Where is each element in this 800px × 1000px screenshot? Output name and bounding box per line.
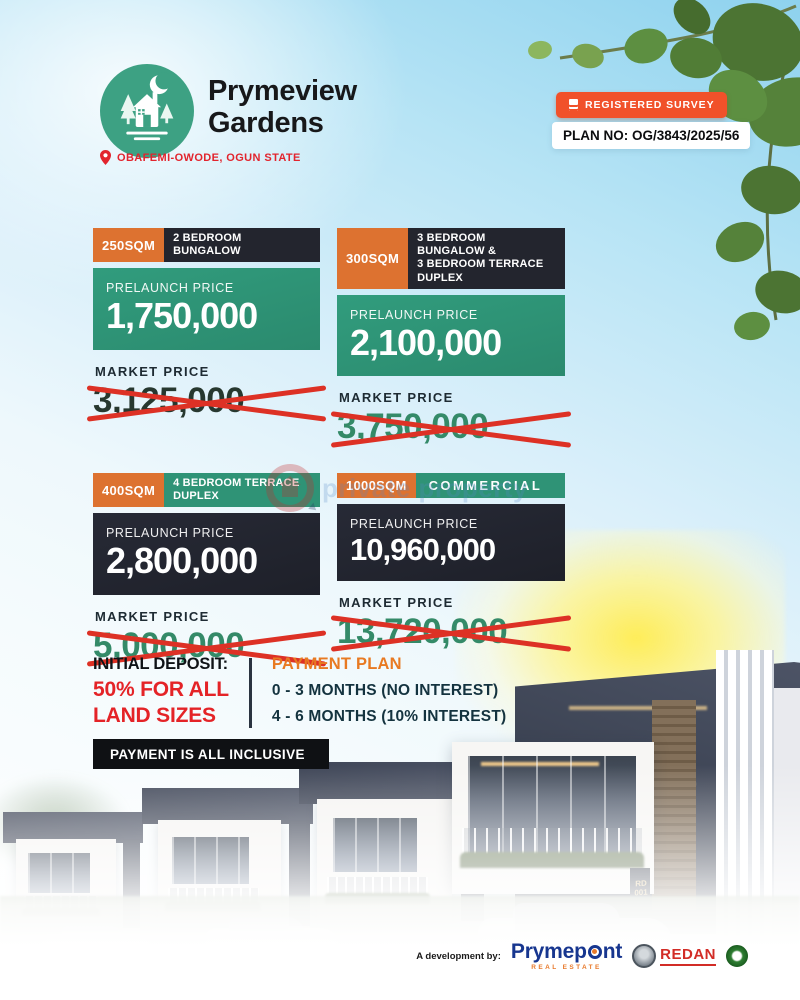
redan-logo: REDAN: [632, 944, 716, 968]
deposit-value: 50% FOR ALL LAND SIZES: [93, 677, 229, 728]
brand-name: Prymeview Gardens: [208, 75, 357, 140]
plan-number-badge: PLAN NO: OG/3843/2025/56: [552, 122, 751, 149]
plot-type-line: 3 BEDROOM BUNGALOW &: [417, 232, 497, 258]
roof-light: [569, 705, 707, 710]
prelaunch-price: 2,100,000: [350, 321, 502, 363]
plot-type-line: 2 BEDROOM BUNGALOW: [173, 232, 242, 258]
map-pin-icon: [100, 150, 111, 165]
market-price-label: MARKET PRICE: [95, 364, 210, 380]
offer-card-400sqm: 400SQM 4 BEDROOM TERRACE DUPLEX PRELAUNC…: [86, 472, 327, 666]
pricing-cards: 250SQM 2 BEDROOM BUNGALOW PRELAUNCH PRIC…: [86, 228, 572, 666]
offer-card-250sqm: 250SQM 2 BEDROOM BUNGALOW PRELAUNCH PRIC…: [86, 228, 327, 421]
prelaunch-price-box: PRELAUNCH PRICE 10,960,000: [337, 503, 565, 581]
prelaunch-label: PRELAUNCH PRICE: [106, 281, 234, 296]
document-icon: [569, 99, 578, 111]
market-price-struck: 13,720,000: [330, 612, 572, 652]
prymeview-logo: [100, 64, 194, 158]
payment-terms: INITIAL DEPOSIT: 50% FOR ALL LAND SIZES …: [93, 655, 506, 728]
prelaunch-price: 10,960,000: [350, 531, 496, 567]
card-header: 400SQM 4 BEDROOM TERRACE DUPLEX: [93, 472, 320, 508]
plot-size-tag: 300SQM: [337, 228, 409, 289]
prymepont-name-part: Prymep: [510, 940, 587, 963]
plot-type-line: 4 BEDROOM TERRACE DUPLEX: [173, 476, 300, 503]
registered-survey-label: REGISTERED SURVEY: [585, 99, 715, 111]
deposit-label: INITIAL DEPOSIT:: [93, 655, 228, 673]
prelaunch-label: PRELAUNCH PRICE: [350, 516, 478, 531]
deposit-line: 50% FOR ALL: [93, 678, 229, 701]
prelaunch-label: PRELAUNCH PRICE: [350, 307, 478, 322]
offer-card-1000sqm: 1000SQM COMMERCIAL PRELAUNCH PRICE 10,96…: [330, 472, 572, 652]
payment-plan-title: PAYMENT PLAN: [271, 655, 402, 673]
market-price-label: MARKET PRICE: [339, 594, 454, 610]
vertical-divider: [248, 658, 252, 728]
location-pin-o-icon: [587, 944, 602, 959]
payment-plan-option: 0 - 3 MONTHS (NO INTEREST): [271, 682, 499, 699]
prymepont-name-part: nt: [602, 940, 623, 963]
market-price-struck: 3,750,000: [330, 408, 572, 448]
prelaunch-price-box: PRELAUNCH PRICE 1,750,000: [93, 268, 320, 351]
plot-size-tag: 250SQM: [93, 228, 165, 263]
redan-name: REDAN: [660, 946, 716, 966]
bottom-white-fade: [0, 765, 800, 1000]
plot-type-tag: 2 BEDROOM BUNGALOW: [164, 228, 320, 263]
offer-card-300sqm: 300SQM 3 BEDROOM BUNGALOW & 3 BEDROOM TER…: [330, 228, 572, 448]
payment-plan-option: 4 - 6 MONTHS (10% INTEREST): [271, 708, 507, 725]
plot-type-tag: COMMERCIAL: [415, 472, 565, 498]
deposit-line: LAND SIZES: [93, 703, 216, 727]
plot-size-tag: 1000SQM: [337, 472, 416, 498]
brand-line: Gardens: [208, 106, 324, 139]
card-header: 250SQM 2 BEDROOM BUNGALOW: [93, 228, 320, 263]
development-by-label: A development by:: [416, 950, 501, 962]
prelaunch-price: 1,750,000: [106, 295, 258, 337]
plot-type-line: COMMERCIAL: [428, 477, 543, 493]
prelaunch-price: 2,800,000: [106, 540, 258, 582]
association-seal-icon: [726, 945, 748, 967]
prymepont-name: Prymep nt: [511, 941, 622, 962]
location-row: OBAFEMI-OWODE, OGUN STATE: [100, 150, 301, 165]
registered-survey-badge: REGISTERED SURVEY: [556, 92, 728, 118]
redan-seal-icon: [632, 944, 657, 968]
initial-deposit-block: INITIAL DEPOSIT: 50% FOR ALL LAND SIZES: [93, 655, 229, 728]
card-header: 300SQM 3 BEDROOM BUNGALOW & 3 BEDROOM TER…: [337, 228, 565, 289]
brand-line: Prymeview: [208, 75, 357, 107]
payment-inclusive-bar: PAYMENT IS ALL INCLUSIVE: [93, 739, 329, 769]
plot-type-line: 3 BEDROOM TERRACE DUPLEX: [417, 258, 544, 284]
plot-type-tag: 4 BEDROOM TERRACE DUPLEX: [164, 472, 320, 508]
prelaunch-price-box: PRELAUNCH PRICE 2,100,000: [337, 294, 565, 377]
plot-type-tag: 3 BEDROOM BUNGALOW & 3 BEDROOM TERRACE DU…: [408, 228, 565, 289]
prymepont-logo: Prymep nt REAL ESTATE: [511, 941, 622, 971]
developer-strip: A development by: Prymep nt REAL ESTATE R…: [416, 941, 748, 971]
location-text: OBAFEMI-OWODE, OGUN STATE: [117, 151, 301, 164]
market-price-label: MARKET PRICE: [95, 609, 210, 625]
prelaunch-price-box: PRELAUNCH PRICE 2,800,000: [93, 513, 320, 596]
market-price-label: MARKET PRICE: [339, 390, 454, 406]
plot-size-tag: 400SQM: [93, 472, 165, 508]
card-header: 1000SQM COMMERCIAL: [337, 472, 565, 498]
market-price-struck: 3,125,000: [86, 381, 327, 421]
prymepont-subtitle: REAL ESTATE: [531, 964, 602, 971]
payment-plan-block: PAYMENT PLAN 0 - 3 MONTHS (NO INTEREST) …: [272, 655, 507, 728]
market-price-struck: 5,000,000: [86, 626, 327, 666]
prelaunch-label: PRELAUNCH PRICE: [106, 526, 234, 541]
